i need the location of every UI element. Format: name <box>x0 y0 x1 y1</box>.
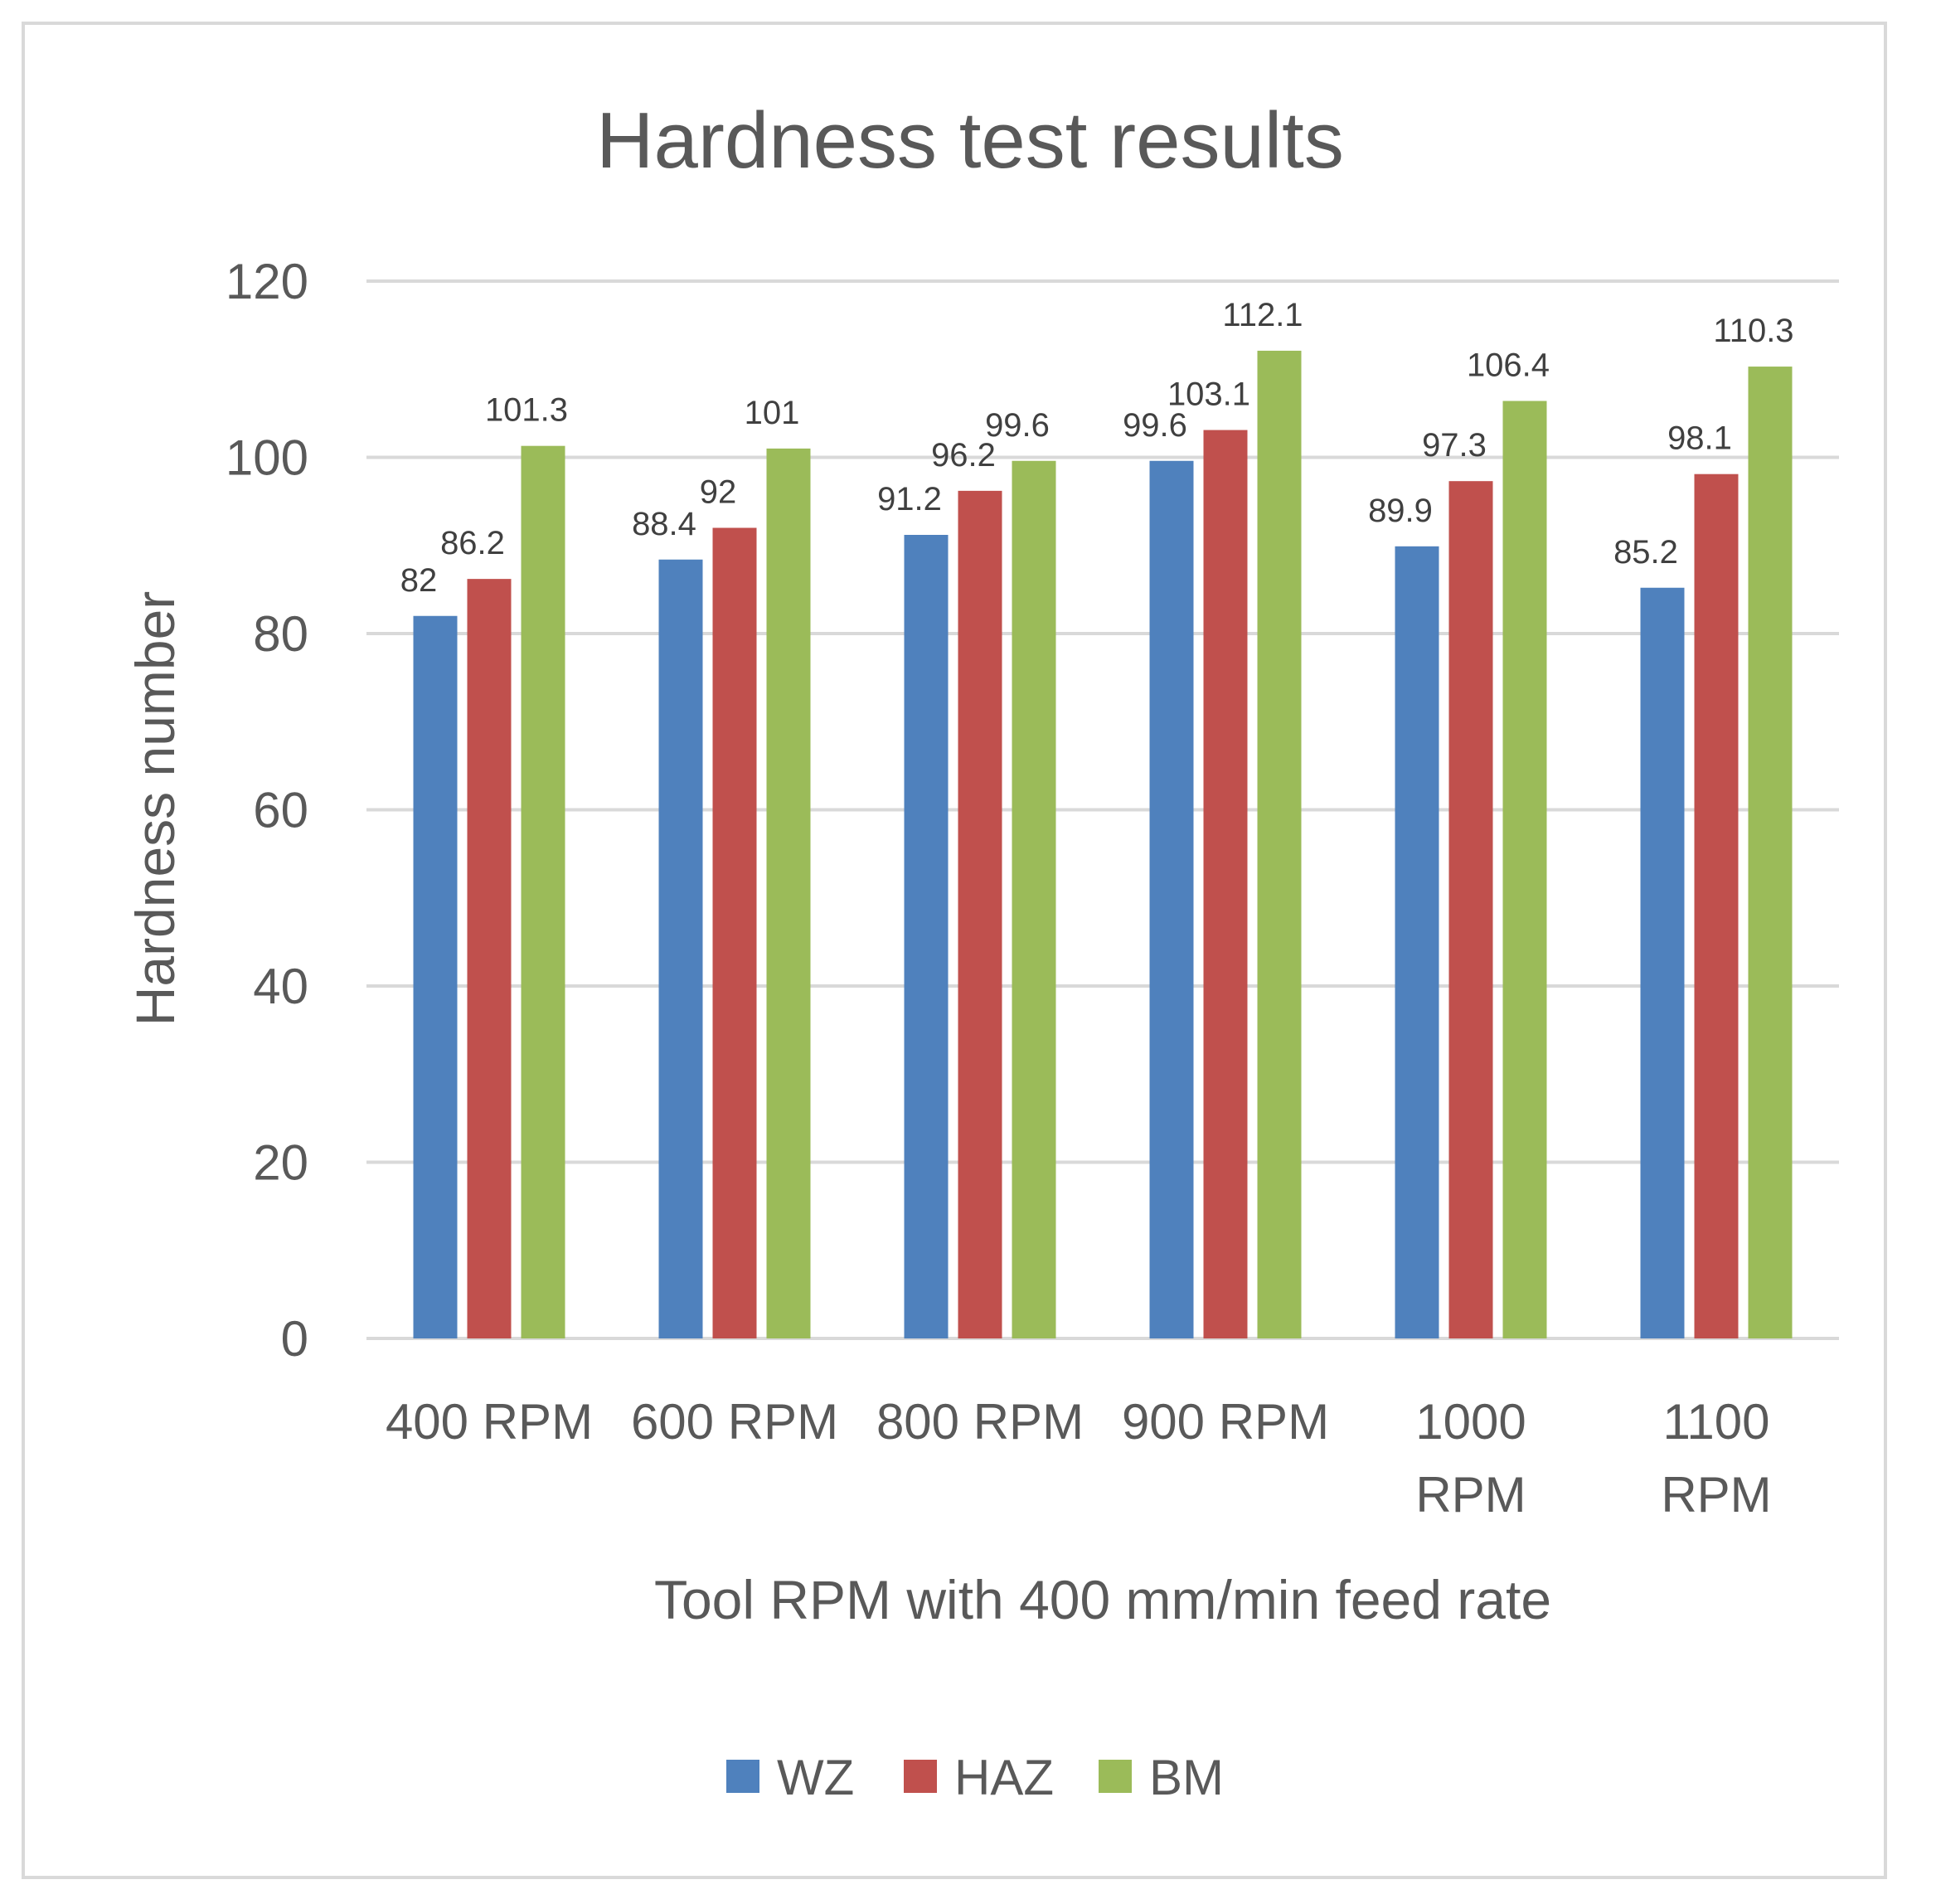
data-label: 103.1 <box>1167 376 1250 413</box>
chart-frame <box>22 22 1887 1879</box>
data-label: 101 <box>745 395 800 431</box>
x-axis-categories: 400 RPM 600 RPM 800 RPM 900 RPM 1000 RPM 1100 R… <box>386 1394 1772 1523</box>
data-label: 99.6 <box>1123 407 1187 444</box>
x-category-label: RPM <box>1415 1467 1526 1523</box>
bar-haz <box>1694 474 1739 1338</box>
legend-label-wz: WZ <box>777 1750 854 1805</box>
bar-bm <box>1012 460 1056 1338</box>
legend-swatch-haz <box>904 1760 937 1793</box>
data-label: 110.3 <box>1713 313 1793 349</box>
data-label: 89.9 <box>1368 493 1433 529</box>
x-category-label: 800 RPM <box>876 1394 1084 1450</box>
bar-bm <box>1748 367 1793 1338</box>
bars <box>413 350 1793 1338</box>
x-category-label: RPM <box>1661 1467 1771 1523</box>
y-tick-label: 100 <box>226 430 308 486</box>
y-tick-label: 0 <box>281 1311 308 1367</box>
y-tick-label: 120 <box>226 254 308 309</box>
legend-label-bm: BM <box>1149 1750 1224 1805</box>
data-label: 96.2 <box>931 437 996 474</box>
data-label: 82 <box>400 562 438 599</box>
data-label: 86.2 <box>440 525 505 561</box>
bar-bm <box>1257 350 1302 1338</box>
y-tick-label: 80 <box>253 606 308 662</box>
bar-wz <box>413 615 458 1338</box>
y-axis-ticks: 0 20 40 60 80 100 120 <box>226 254 308 1367</box>
y-tick-label: 20 <box>253 1135 308 1191</box>
bar-haz <box>958 490 1002 1338</box>
data-label: 99.6 <box>985 407 1050 444</box>
bar-haz <box>1448 481 1493 1338</box>
chart-title: Hardness test results <box>596 96 1344 185</box>
bar-wz <box>1149 460 1194 1338</box>
x-axis-title: Tool RPM with 400 mm/min feed rate <box>654 1569 1551 1630</box>
data-label: 97.3 <box>1422 427 1487 464</box>
bar-haz <box>467 579 512 1338</box>
legend-swatch-bm <box>1099 1760 1132 1793</box>
data-label: 88.4 <box>632 506 696 542</box>
x-category-label: 1000 <box>1415 1394 1526 1450</box>
bar-wz <box>658 559 703 1338</box>
bar-bm <box>1502 401 1547 1338</box>
data-label: 91.2 <box>877 481 942 517</box>
x-category-label: 400 RPM <box>386 1394 593 1450</box>
data-label: 92 <box>700 474 737 511</box>
bar-haz <box>1203 430 1248 1338</box>
data-label: 98.1 <box>1667 420 1732 457</box>
bar-haz <box>712 527 757 1338</box>
bar-bm <box>766 448 811 1338</box>
x-category-label: 1100 <box>1662 1394 1769 1450</box>
bar-wz <box>1640 587 1685 1338</box>
gridlines <box>366 279 1839 1340</box>
y-tick-label: 60 <box>253 783 308 838</box>
data-label: 85.2 <box>1613 534 1678 571</box>
y-tick-label: 40 <box>253 959 308 1014</box>
x-category-label: 900 RPM <box>1122 1394 1329 1450</box>
legend-label-haz: HAZ <box>954 1750 1054 1805</box>
bar-wz <box>1395 546 1439 1338</box>
bar-bm <box>521 445 565 1338</box>
data-label: 106.4 <box>1467 347 1550 384</box>
data-label: 101.3 <box>485 392 568 429</box>
bar-wz <box>904 535 949 1338</box>
legend: WZ HAZ BM <box>726 1750 1224 1805</box>
x-category-label: 600 RPM <box>631 1394 838 1450</box>
y-axis-title: Hardness number <box>124 591 186 1027</box>
legend-swatch-wz <box>726 1760 759 1793</box>
data-label: 112.1 <box>1222 297 1303 333</box>
